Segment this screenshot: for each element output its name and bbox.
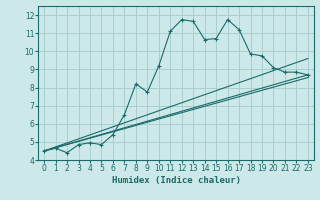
X-axis label: Humidex (Indice chaleur): Humidex (Indice chaleur) xyxy=(111,176,241,185)
